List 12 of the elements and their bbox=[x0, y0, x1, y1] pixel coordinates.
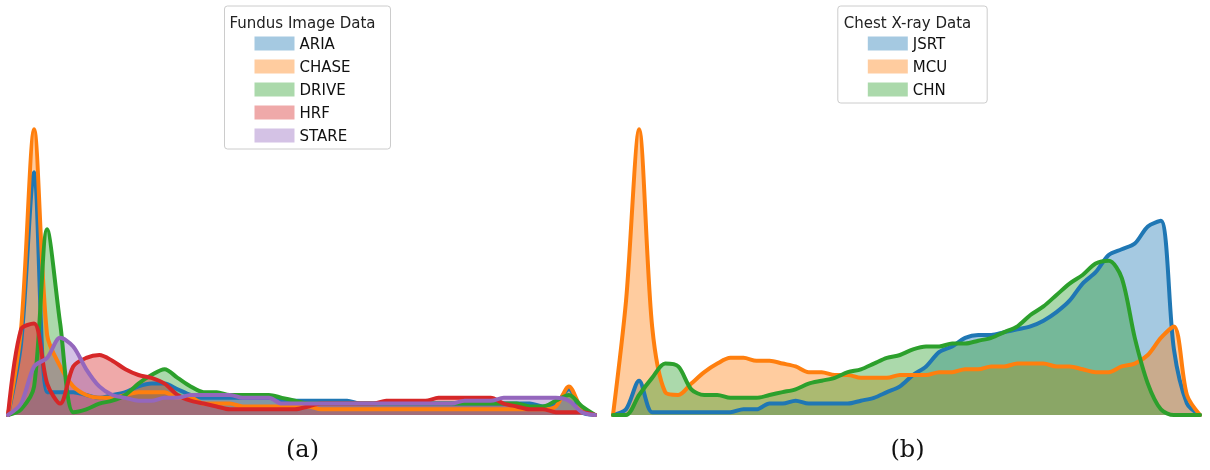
legend-title: Fundus Image Data bbox=[229, 13, 376, 32]
legend-label: CHN bbox=[912, 80, 946, 99]
legend-label: MCU bbox=[912, 57, 948, 76]
legend-label: DRIVE bbox=[299, 80, 346, 99]
legend-label: CHASE bbox=[299, 57, 351, 76]
x-axis-title: (a) bbox=[285, 435, 320, 463]
legend-label: ARIA bbox=[299, 34, 336, 53]
legend-label: STARE bbox=[299, 126, 348, 145]
x-axis-title: (b) bbox=[890, 435, 925, 463]
legend-label: HRF bbox=[299, 103, 330, 122]
legend-label: JSRT bbox=[911, 34, 947, 53]
legend-title: Chest X-ray Data bbox=[843, 13, 972, 32]
